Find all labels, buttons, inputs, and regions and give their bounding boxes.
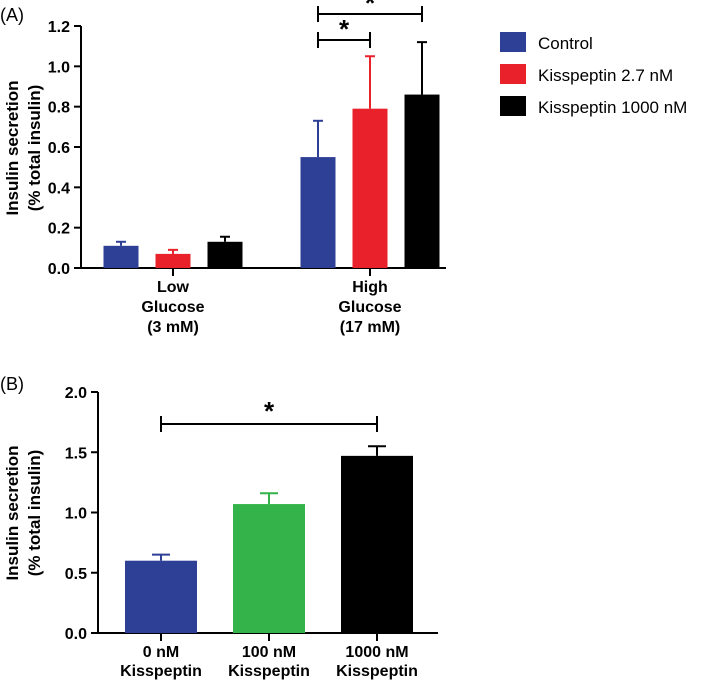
panel-b-ylabel-line1: Insulin secretion bbox=[3, 445, 22, 580]
panel-b-ytick-label: 1.5 bbox=[65, 445, 87, 462]
panel-a-ylabel-line1: Insulin secretion bbox=[3, 80, 22, 215]
panel-a-legend: Control Kisspeptin 2.7 nM Kisspeptin 1000 … bbox=[500, 32, 687, 117]
panel-b-bar bbox=[341, 455, 413, 633]
panel-a-ytick-label: 0.0 bbox=[48, 261, 70, 278]
panel-b: (B) Insulin secretion (% total insulin) … bbox=[0, 374, 438, 680]
panel-b-ytick-label: 2.0 bbox=[65, 385, 87, 402]
panel-a-category-label: High bbox=[352, 279, 388, 296]
panel-a-bar bbox=[352, 108, 388, 268]
panel-a-bar bbox=[155, 253, 191, 268]
panel-a-sig-star: * bbox=[339, 14, 350, 44]
panel-a-bars bbox=[103, 41, 440, 268]
panel-a-bar bbox=[300, 157, 336, 268]
panel-a-sig-star: * bbox=[365, 0, 376, 18]
panel-a-legend-label: Kisspeptin 1000 nM bbox=[538, 98, 687, 117]
panel-b-label: (B) bbox=[0, 374, 24, 394]
panel-b-category-label: Kisspeptin bbox=[228, 663, 310, 680]
panel-a-bar bbox=[207, 241, 243, 268]
panel-b-category-label: 1000 nM bbox=[345, 644, 408, 661]
panel-a-ytick-label: 0.6 bbox=[48, 140, 70, 157]
panel-a-ytick-label: 0.4 bbox=[48, 180, 70, 197]
panel-b-category-label: Kisspeptin bbox=[336, 663, 418, 680]
panel-a-legend-swatch bbox=[500, 64, 526, 84]
panel-b-category-label: 100 nM bbox=[242, 644, 296, 661]
panel-b-category-label: 0 nM bbox=[143, 644, 179, 661]
panel-b-bar bbox=[233, 504, 305, 633]
panel-a-legend-swatch bbox=[500, 96, 526, 116]
panel-a-legend-label: Kisspeptin 2.7 nM bbox=[538, 66, 673, 85]
panel-a-bar bbox=[404, 94, 440, 268]
panel-b-ytick-label: 0.0 bbox=[65, 626, 87, 643]
panel-a-significance: ** bbox=[317, 0, 423, 48]
panel-b-ytick-label: 0.5 bbox=[65, 566, 87, 583]
panel-a-axes: 0.0 0.2 0.4 0.6 0.8 1.0 1.2 Low Glucose (3 mM) Hig… bbox=[48, 19, 446, 336]
panel-a-category-label: Low bbox=[157, 279, 190, 296]
panel-a: (A) Insulin secretion (% total insulin) … bbox=[0, 0, 687, 336]
panel-a-category-label: Glucose bbox=[338, 299, 401, 316]
panel-b-sig-star: * bbox=[264, 396, 275, 426]
panel-b-significance: * bbox=[160, 396, 378, 432]
panel-a-ytick-label: 0.2 bbox=[48, 221, 70, 238]
panel-a-ylabel-line2: (% total insulin) bbox=[25, 85, 44, 212]
panel-a-category-label: (17 mM) bbox=[340, 319, 400, 336]
panel-a-legend-label: Control bbox=[538, 34, 593, 53]
panel-b-bar bbox=[125, 560, 197, 633]
panel-b-ytick-label: 1.0 bbox=[65, 506, 87, 523]
panel-a-category-label: Glucose bbox=[141, 299, 204, 316]
panel-a-bar bbox=[103, 245, 139, 268]
panel-b-ylabel-line2: (% total insulin) bbox=[25, 450, 44, 577]
panel-a-ytick-label: 1.2 bbox=[48, 19, 70, 36]
panel-b-bars bbox=[125, 445, 413, 633]
panel-a-category-label: (3 mM) bbox=[147, 319, 199, 336]
panel-b-category-label: Kisspeptin bbox=[120, 663, 202, 680]
panel-a-ytick-label: 0.8 bbox=[48, 100, 70, 117]
panel-a-legend-swatch bbox=[500, 32, 526, 52]
panel-a-label: (A) bbox=[0, 5, 24, 25]
panel-a-ytick-label: 1.0 bbox=[48, 59, 70, 76]
